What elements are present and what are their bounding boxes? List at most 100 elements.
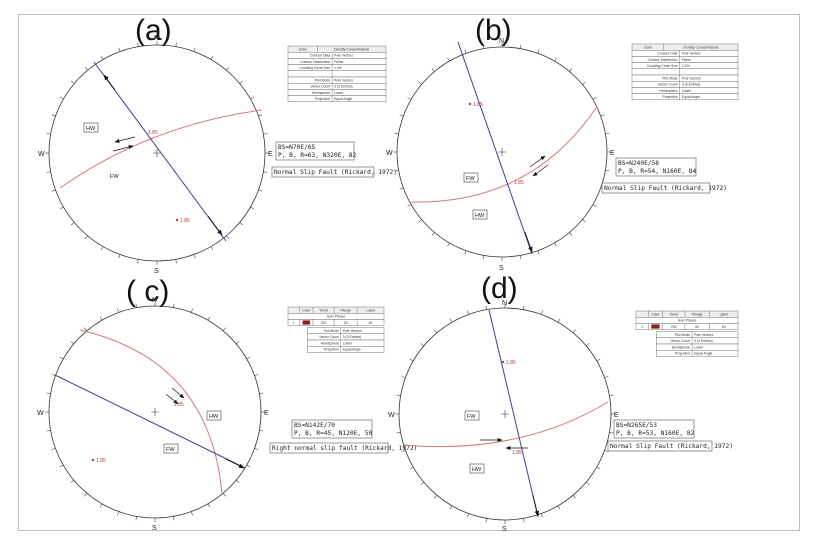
block-box	[206, 410, 222, 421]
panel-label: (b)	[475, 14, 512, 47]
slip-arrow	[524, 231, 533, 253]
west-label: W	[37, 410, 44, 417]
tick-mark	[519, 255, 522, 260]
stereonet-ticks	[45, 41, 269, 265]
legend-text: Lower	[694, 345, 704, 349]
tick-mark	[519, 44, 522, 49]
legend-text: Counting Circle Size	[647, 64, 678, 68]
tick-mark	[226, 235, 230, 239]
legend-text: Lower	[334, 91, 344, 95]
tick-mark	[537, 49, 540, 54]
legend-text: Plot Mode	[675, 333, 690, 337]
great-circle	[403, 401, 609, 448]
fault-line	[93, 61, 227, 242]
tick-mark	[137, 259, 139, 264]
block-box	[469, 463, 485, 474]
tick-mark	[254, 374, 259, 377]
legend-text: 60	[695, 325, 699, 329]
tick-mark	[71, 80, 75, 84]
block-label-hw: HW	[475, 213, 485, 219]
legend-text: 3 (3 Entries)	[334, 85, 352, 89]
tick-mark	[394, 132, 399, 135]
east-label: E	[614, 412, 619, 419]
tick-mark	[175, 42, 177, 47]
great-circle	[79, 329, 223, 495]
block-label-fw: FW	[467, 414, 476, 420]
legend-text: Color	[302, 308, 311, 312]
bs-note: BS=N142E/70	[294, 422, 335, 429]
tick-mark	[71, 222, 75, 226]
center-cross	[498, 148, 506, 156]
legend-text: Projection	[675, 352, 690, 356]
legend-text: Contour Data	[657, 52, 677, 56]
tick-mark	[258, 189, 263, 192]
south-label: S	[499, 265, 504, 272]
tick-mark	[51, 374, 56, 377]
east-label: E	[264, 410, 269, 417]
tick-mark	[51, 114, 56, 117]
tick-mark	[464, 250, 467, 255]
fault-line	[488, 309, 539, 518]
legend-text: Pole Vectors	[343, 329, 362, 333]
plane-label: 1.85	[514, 180, 524, 186]
tick-mark	[586, 481, 590, 485]
tick-mark	[190, 511, 193, 516]
legend-row	[307, 346, 385, 353]
tick-mark	[557, 318, 561, 323]
north-label: N	[502, 300, 507, 307]
legend-text: 1	[293, 321, 295, 325]
legend-row	[287, 319, 385, 326]
tick-mark	[523, 518, 525, 523]
tick-mark	[485, 305, 487, 310]
shear-arrow	[112, 145, 134, 152]
tick-mark	[409, 466, 414, 470]
tick-mark	[394, 169, 399, 172]
panel-b: (b) N S W E FW HW 1.85 1.85 Color Density…	[386, 14, 739, 272]
block-box	[163, 443, 179, 454]
tick-mark	[84, 327, 88, 331]
legend-text: Vector Count	[670, 339, 690, 343]
tick-mark	[449, 505, 453, 510]
tick-mark	[263, 171, 268, 173]
tick-mark	[210, 246, 214, 251]
legend-text: Hemisphere	[321, 341, 339, 345]
pole-label: 1.85	[180, 218, 190, 224]
center-cross	[501, 410, 509, 418]
tick-mark	[485, 518, 487, 523]
legend-text: Hemisphere	[312, 91, 330, 95]
tick-mark	[540, 310, 543, 315]
legend-text: Vector Count	[311, 85, 331, 89]
fault-type: Right normal slip fault (Rickard, 1972)	[272, 445, 417, 452]
legend-text: Vector Count	[319, 335, 339, 339]
tick-mark	[399, 114, 404, 117]
legend-text: Equal Angle	[343, 348, 361, 352]
west-label: W	[386, 150, 393, 157]
legend-text: 200	[671, 325, 677, 329]
legend-row	[635, 323, 739, 330]
tick-mark	[263, 133, 268, 135]
south-label: S	[502, 526, 507, 533]
south-label: S	[152, 525, 157, 532]
tick-mark	[592, 97, 597, 100]
tick-mark	[207, 503, 211, 508]
bs-note: BS=N240E/58	[618, 160, 659, 167]
pole-point	[91, 458, 95, 462]
legend-text: 3 (3 Entries)	[682, 83, 700, 87]
legend-text: 1	[641, 325, 643, 329]
panel-label: ( c)	[126, 275, 169, 308]
fault-type-box: Normal Slip Fault (Rickard, 1972)	[601, 182, 727, 194]
tick-mark	[226, 67, 230, 71]
tick-mark	[582, 81, 586, 85]
tick-mark	[118, 254, 121, 259]
legend-text: Fisher	[682, 58, 692, 62]
legend-text: Projection	[324, 348, 339, 352]
tick-mark	[118, 47, 121, 52]
fault-type: Normal Slip Fault (Rickard, 1972)	[274, 169, 397, 176]
legend-text: 3 (3 Entries)	[694, 339, 712, 343]
center-cross	[151, 408, 159, 416]
legend-text: Projection	[663, 95, 678, 99]
legend-text: Color	[651, 312, 660, 316]
tick-mark	[250, 96, 255, 100]
east-label: E	[268, 151, 273, 158]
